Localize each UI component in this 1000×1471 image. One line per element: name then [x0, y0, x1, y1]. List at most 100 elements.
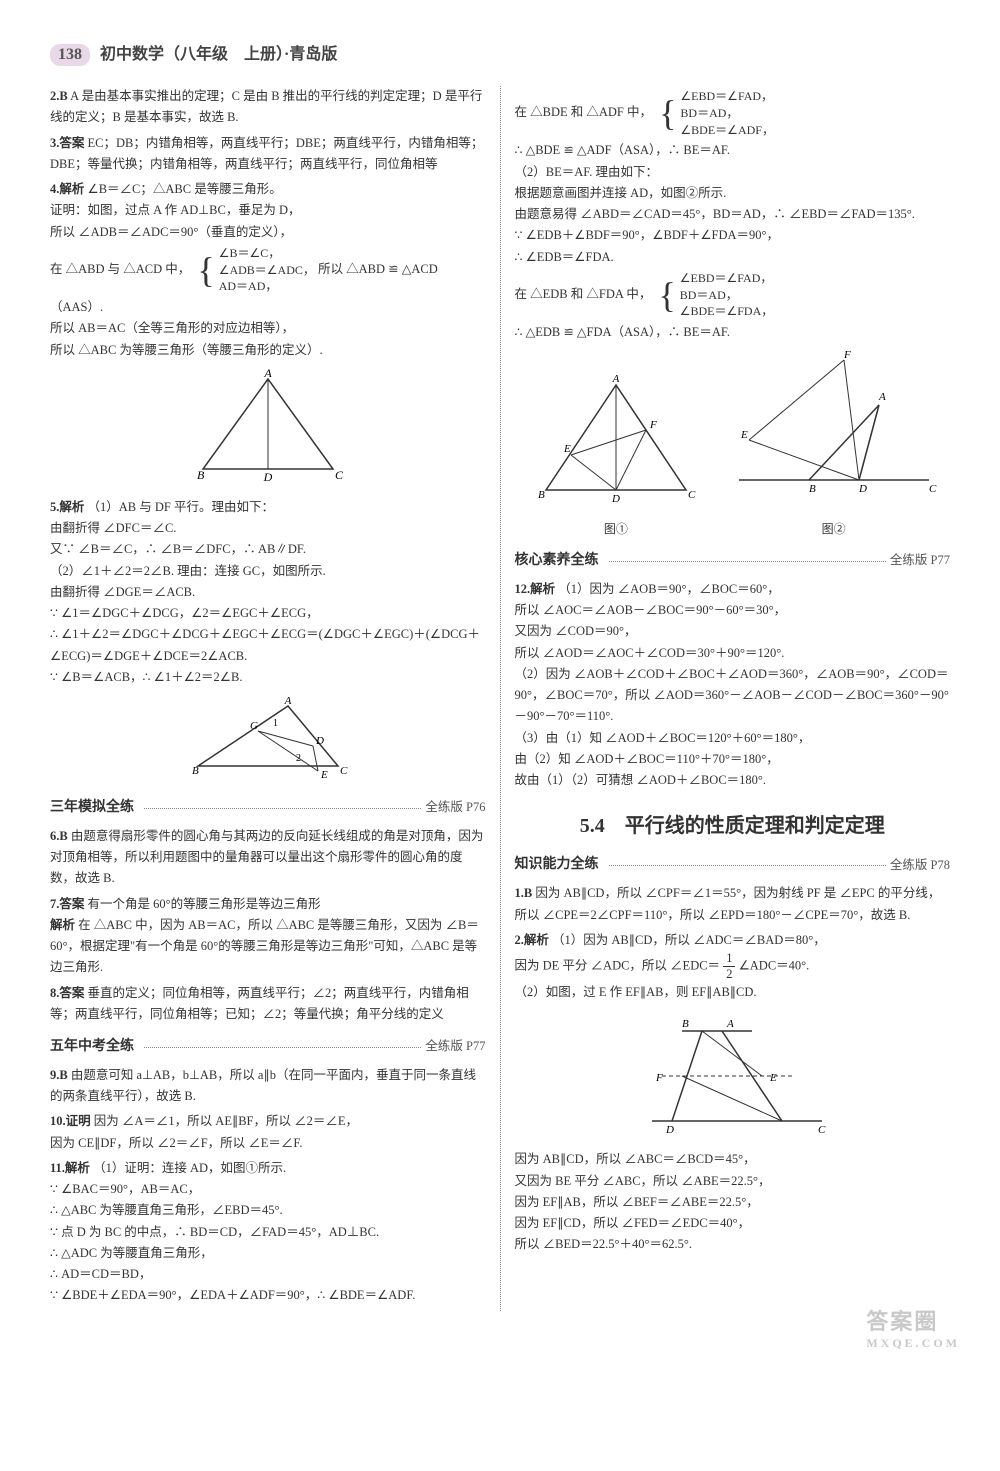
brace-left: {: [655, 97, 680, 129]
r-b22: BD＝AD，: [680, 287, 774, 304]
q12-l4: 所以 ∠AOD＝∠AOC＋∠COD＝30°＋90°＝120°.: [515, 646, 785, 660]
q12-l6: （3）由（1）知 ∠AOD＋∠BOC＝120°＋60°＝180°，: [515, 731, 811, 745]
r-b3: ∠BDE＝∠ADF，: [680, 122, 774, 139]
section-knowledge-ref: 全练版 P78: [890, 855, 950, 876]
brace-left: {: [654, 279, 679, 311]
q4: 4.解析 ∠B＝∠C；△ABC 是等腰三角形。 证明：如图，过点 A 作 AD⊥…: [50, 179, 486, 361]
section-3year-ref: 全练版 P76: [425, 797, 485, 818]
r-l1-pre: 在 △BDE 和 △ADF 中，: [515, 105, 653, 119]
q5-l6: ∵ ∠1＝∠DGC＋∠DCG，∠2＝∠EGC＋∠ECG，: [50, 606, 319, 620]
q2b-l2-pre: 因为 DE 平分 ∠ADC，所以 ∠EDC＝: [515, 958, 721, 972]
q5-l1: （1）AB 与 DF 平行。理由如下：: [88, 500, 274, 514]
dots: [609, 561, 886, 562]
dots: [144, 1047, 421, 1048]
q2b-l3: （2）如图，过 E 作 EF∥AB，则 EF∥AB∥CD.: [515, 985, 757, 999]
figure-q5: A B C G D E 1 2: [178, 696, 358, 786]
q2b-l6: 因为 EF∥AB，所以 ∠BEF＝∠ABE＝22.5°，: [515, 1195, 759, 1209]
svg-text:A: A: [283, 696, 291, 707]
q2-text: A 是由基本事实推出的定理；C 是由 B 推出的平行线的判定定理；D 是平行线的…: [50, 89, 482, 124]
q12-l3: 又因为 ∠COD＝90°，: [515, 624, 637, 638]
page-header: 138 初中数学（八年级 上册）·青岛版: [50, 40, 950, 66]
chapter-title: 5.4 平行线的性质定理和判定定理: [515, 809, 951, 843]
r-l3: （2）BE＝AF. 理由如下：: [515, 165, 658, 179]
q11: 11.解析 （1）证明：连接 AD，如图①所示. ∵ ∠BAC＝90°，AB＝A…: [50, 1158, 486, 1307]
section-5year-ref: 全练版 P77: [425, 1036, 485, 1057]
q7-ex: 在 △ABC 中，因为 AB＝AC，所以 △ABC 是等腰三角形，又因为 ∠B＝…: [50, 918, 479, 975]
q5-l2: 由翻折得 ∠DFC＝∠C.: [50, 521, 176, 535]
q2b: 2.解析 （1）因为 AB∥CD，所以 ∠ADC＝∠BAD＝80°， 因为 DE…: [515, 930, 951, 1004]
svg-text:B: B: [192, 765, 199, 777]
q2-num: 2.B: [50, 89, 68, 103]
q8-num: 8.答案: [50, 986, 84, 1000]
q5: 5.解析 （1）AB 与 DF 平行。理由如下： 由翻折得 ∠DFC＝∠C. 又…: [50, 497, 486, 688]
q2b-cont: 因为 AB∥CD，所以 ∠ABC＝∠BCD＝45°， 又因为 BE 平分 ∠AB…: [515, 1149, 951, 1255]
brace-content: ∠B＝∠C， ∠ADB＝∠ADC， AD＝AD，: [219, 245, 315, 295]
q4-num: 4.解析: [50, 182, 84, 196]
q10-num: 10.证明: [50, 1114, 91, 1128]
q5-num: 5.解析: [50, 500, 84, 514]
q3-num: 3.答案: [50, 136, 84, 150]
q5-l7: ∴ ∠1＋∠2＝∠DGC＋∠DCG＋∠EGC＋∠ECG＝(∠DGC＋∠EGC)＋…: [50, 627, 480, 662]
q4-b3: AD＝AD，: [219, 278, 315, 295]
r-l9: ∴ △EDB ≌ △FDA（ASA），∴ BE＝AF.: [515, 325, 731, 339]
q4-l2: 证明：如图，过点 A 作 AD⊥BC，垂足为 D，: [50, 203, 300, 217]
svg-text:D: D: [665, 1124, 674, 1136]
r-brace2: { ∠EBD＝∠FAD， BD＝AD， ∠BDE＝∠FDA，: [654, 270, 773, 320]
figure-row: A B C D E F 图①: [515, 350, 951, 540]
q12-l5: （2）因为 ∠AOB＋∠COD＋∠BOC＋∠AOD＝360°，∠AOB＝90°，…: [515, 667, 949, 724]
section-knowledge-title: 知识能力全练: [515, 853, 605, 877]
figure-q2b: B A F E D C: [622, 1011, 842, 1141]
q9: 9.B 由题意可知 a⊥AB，b⊥AB，所以 a∥b（在同一平面内，垂直于同一条…: [50, 1065, 486, 1108]
svg-text:D: D: [611, 493, 620, 505]
svg-text:E: E: [740, 429, 748, 441]
section-3year-title: 三年模拟全练: [50, 796, 140, 820]
r-b2: BD＝AD，: [680, 105, 774, 122]
svg-text:C: C: [688, 489, 696, 501]
section-core-title: 核心素养全练: [515, 549, 605, 573]
q5-l3: 又∵ ∠B＝∠C，∴ ∠B＝∠DFC，∴ AB∥DF.: [50, 542, 306, 556]
svg-text:B: B: [682, 1018, 689, 1030]
page-number: 138: [50, 44, 90, 66]
q7: 7.答案 有一个角是 60°的等腰三角形是等边三角形 解析 在 △ABC 中，因…: [50, 894, 486, 979]
svg-text:E: E: [769, 1072, 777, 1084]
q1b-num: 1.B: [515, 886, 533, 900]
left-column: 2.B A 是由基本事实推出的定理；C 是由 B 推出的平行线的判定定理；D 是…: [50, 86, 501, 1311]
q4-l5: 所以 AB＝AC（全等三角形的对应边相等），: [50, 321, 294, 335]
watermark-sub: MXQE.COM: [866, 1336, 960, 1351]
q2b-l5: 又因为 BE 平分 ∠ABC，所以 ∠ABE＝22.5°，: [515, 1174, 771, 1188]
q12-l1: （1）因为 ∠AOB＝90°，∠BOC＝60°，: [558, 582, 779, 596]
r-l2: ∴ △BDE ≌ △ADF（ASA），∴ BE＝AF.: [515, 143, 731, 157]
q12-num: 12.解析: [515, 582, 556, 596]
r-l8-pre: 在 △EDB 和 △FDA 中，: [515, 287, 652, 301]
q5-l8: ∵ ∠B＝∠ACB，∴ ∠1＋∠2＝2∠B.: [50, 670, 242, 684]
svg-text:A: A: [878, 391, 886, 403]
q3: 3.答案 EC；DB；内错角相等，两直线平行；DBE；两直线平行，内错角相等；D…: [50, 133, 486, 176]
svg-text:A: A: [726, 1018, 734, 1030]
q2b-l1: （1）因为 AB∥CD，所以 ∠ADC＝∠BAD＝80°，: [552, 933, 826, 947]
q1b: 1.B 因为 AB∥CD，所以 ∠CPF＝∠1＝55°，因为射线 PF 是 ∠E…: [515, 883, 951, 926]
section-core: 核心素养全练 全练版 P77: [515, 549, 951, 573]
r-l7: ∴ ∠EDB＝∠FDA.: [515, 250, 614, 264]
q11-l2: ∵ ∠BAC＝90°，AB＝AC，: [50, 1182, 200, 1196]
fig2-caption: 图②: [729, 519, 939, 539]
dots: [609, 865, 886, 866]
svg-text:D: D: [262, 470, 272, 484]
svg-text:G: G: [250, 720, 258, 732]
r-b1: ∠EBD＝∠FAD，: [680, 88, 774, 105]
svg-text:B: B: [538, 489, 545, 501]
q4-l6: 所以 △ABC 为等腰三角形（等腰三角形的定义）.: [50, 343, 323, 357]
q2b-l4: 因为 AB∥CD，所以 ∠ABC＝∠BCD＝45°，: [515, 1152, 756, 1166]
svg-text:C: C: [335, 468, 344, 482]
page: 138 初中数学（八年级 上册）·青岛版 2.B A 是由基本事实推出的定理；C…: [0, 0, 1000, 1371]
q12-l7: 由（2）知 ∠AOD＋∠BOC＝110°＋70°＝180°，: [515, 752, 779, 766]
section-knowledge: 知识能力全练 全练版 P78: [515, 853, 951, 877]
q4-brace: { ∠B＝∠C， ∠ADB＝∠ADC， AD＝AD，: [193, 245, 314, 295]
q12-l8: 故由（1）（2）可猜想 ∠AOD＋∠BOC＝180°.: [515, 773, 767, 787]
q6-num: 6.B: [50, 829, 68, 843]
right-column: 在 △BDE 和 △ADF 中， { ∠EBD＝∠FAD， BD＝AD， ∠BD…: [501, 86, 951, 1311]
right-cont: 在 △BDE 和 △ADF 中， { ∠EBD＝∠FAD， BD＝AD， ∠BD…: [515, 86, 951, 344]
q2b-l8: 所以 ∠BED＝22.5°＋40°＝62.5°.: [515, 1237, 693, 1251]
section-5year: 五年中考全练 全练版 P77: [50, 1035, 486, 1059]
svg-text:A: A: [263, 369, 272, 380]
q4-b1: ∠B＝∠C，: [219, 245, 315, 262]
